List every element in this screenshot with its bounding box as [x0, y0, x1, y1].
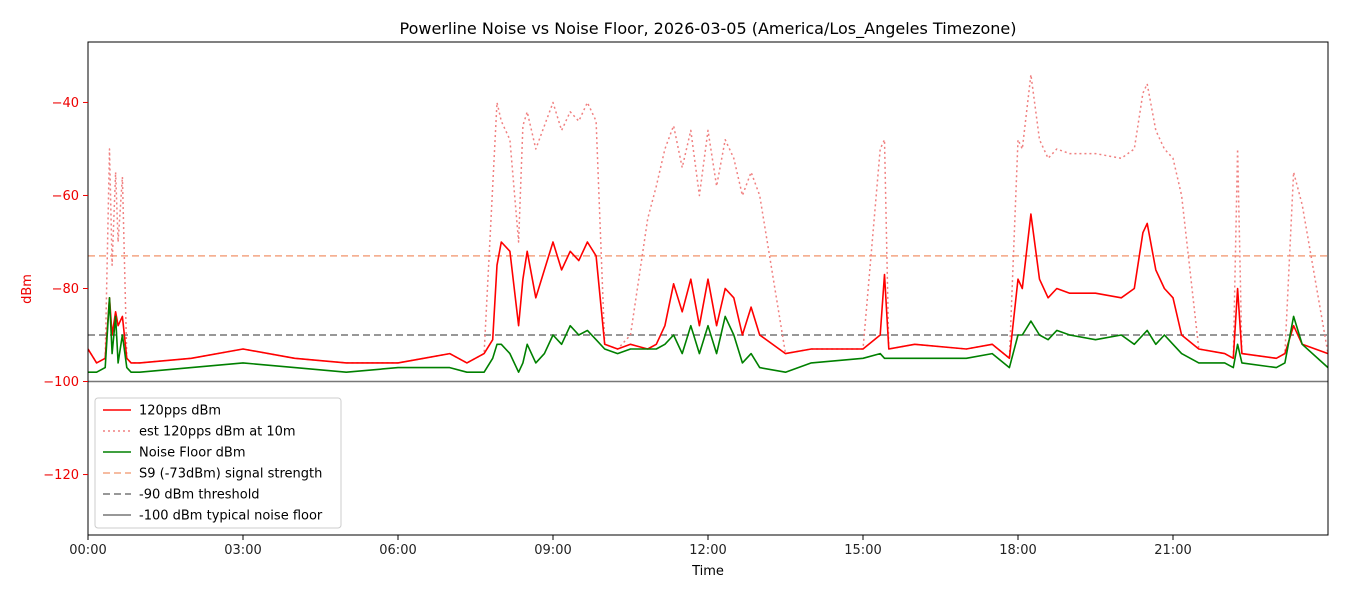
y-tick-label: −100 — [43, 375, 79, 390]
x-tick-label: 15:00 — [844, 543, 881, 558]
legend-box — [94, 397, 342, 529]
legend-label: S9 (-73dBm) signal strength — [139, 467, 322, 482]
y-axis: −40 −60 −80 −100 −120 — [43, 96, 88, 483]
plot-area — [88, 73, 1328, 383]
series-line-2 — [88, 296, 1328, 374]
y-tick-label: −40 — [52, 96, 79, 111]
y-tick-label: −120 — [43, 468, 79, 483]
y-axis-label: dBm — [20, 274, 35, 304]
x-tick-label: 21:00 — [1154, 543, 1191, 558]
legend-label: 120pps dBm — [139, 404, 221, 419]
x-axis: 00:00 03:00 06:00 09:00 12:00 15:00 18:00 21:00 — [69, 535, 1192, 558]
x-axis-label: Time — [691, 564, 724, 579]
legend-label: est 120pps dBm at 10m — [139, 425, 296, 440]
legend-label: -100 dBm typical noise floor — [139, 509, 323, 524]
x-tick-label: 00:00 — [69, 543, 106, 558]
x-tick-label: 03:00 — [224, 543, 261, 558]
legend-label: -90 dBm threshold — [139, 488, 260, 503]
x-tick-label: 06:00 — [379, 543, 416, 558]
y-tick-label: −80 — [52, 282, 79, 297]
legend-label: Noise Floor dBm — [139, 446, 246, 461]
x-tick-label: 09:00 — [534, 543, 571, 558]
y-tick-label: −60 — [52, 189, 79, 204]
series-line-0 — [88, 213, 1328, 364]
x-tick-label: 12:00 — [689, 543, 726, 558]
chart-title: Powerline Noise vs Noise Floor, 2026-03-… — [400, 19, 1017, 39]
x-tick-label: 18:00 — [999, 543, 1036, 558]
series-layer — [88, 73, 1328, 383]
legend: 120pps dBm est 120pps dBm at 10m Noise Flo… — [94, 397, 342, 529]
